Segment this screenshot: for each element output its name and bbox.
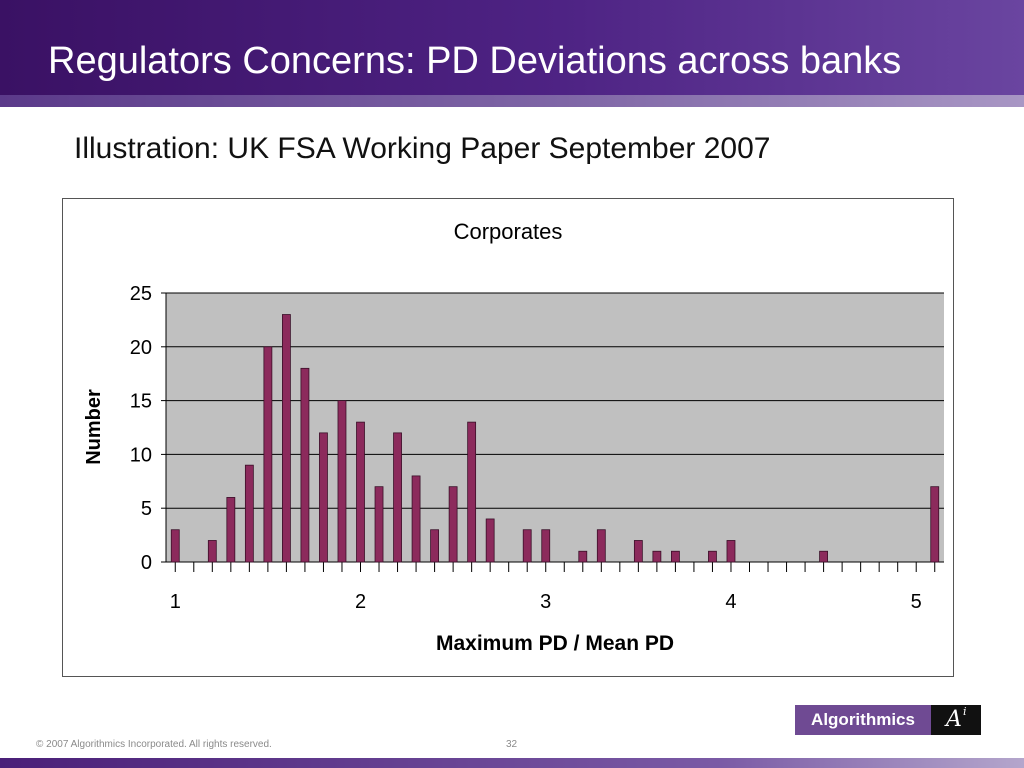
- bar-chart: Corporates Number Maximum PD / Mean PD 0…: [83, 219, 944, 655]
- bar: [578, 550, 588, 563]
- bar: [596, 529, 606, 563]
- bar: [263, 346, 273, 563]
- bar: [207, 540, 217, 563]
- x-tick-label: 4: [725, 591, 736, 613]
- bar: [356, 421, 365, 563]
- bar: [633, 540, 643, 563]
- slide-title: Regulators Concerns: PD Deviations acros…: [48, 40, 902, 82]
- logo-mark-letter: A: [946, 707, 962, 732]
- bar: [300, 367, 310, 563]
- bar: [411, 475, 421, 563]
- bar: [726, 540, 736, 563]
- bar: [430, 529, 439, 563]
- bar: [170, 529, 180, 563]
- bottom-bar: [0, 758, 1024, 768]
- bar: [374, 486, 384, 563]
- title-stripe: [0, 95, 1024, 107]
- y-tick-label: 15: [130, 391, 152, 413]
- footer-copyright: © 2007 Algorithmics Incorporated. All ri…: [36, 739, 272, 750]
- bar: [485, 518, 495, 563]
- y-tick-label: 25: [130, 283, 152, 305]
- chart-title: Corporates: [454, 219, 563, 244]
- bar: [244, 464, 254, 563]
- bar: [930, 486, 940, 563]
- bar: [671, 550, 680, 563]
- plot-area: [166, 293, 944, 562]
- y-tick-label: 5: [141, 498, 152, 520]
- bar: [708, 550, 717, 563]
- x-tick-label: 3: [540, 591, 551, 613]
- bar: [319, 432, 328, 563]
- x-tick-label: 5: [911, 591, 922, 613]
- title-bar: Regulators Concerns: PD Deviations acros…: [0, 0, 1024, 95]
- page-number: 32: [506, 739, 518, 750]
- bar: [467, 421, 477, 563]
- slide-subtitle: Illustration: UK FSA Working Paper Septe…: [74, 132, 771, 165]
- bar: [226, 497, 236, 563]
- company-logo: Algorithmics A i: [795, 705, 981, 735]
- bar: [448, 486, 458, 563]
- logo-mark-sup: i: [963, 705, 967, 718]
- bar: [819, 550, 828, 563]
- logo-icon: A i: [931, 705, 981, 735]
- x-tick-label: 1: [170, 591, 181, 613]
- x-axis-title: Maximum PD / Mean PD: [436, 632, 674, 655]
- bar: [282, 314, 291, 563]
- bar: [652, 550, 662, 563]
- y-tick-label: 20: [130, 337, 152, 359]
- y-tick-label: 10: [130, 444, 152, 466]
- bar: [393, 432, 402, 563]
- chart-frame: Corporates Number Maximum PD / Mean PD 0…: [62, 198, 954, 677]
- logo-wordmark: Algorithmics: [795, 705, 931, 735]
- y-tick-label: 0: [141, 552, 152, 574]
- y-axis-title: Number: [83, 389, 105, 465]
- x-tick-label: 2: [355, 591, 366, 613]
- bar: [522, 529, 532, 563]
- bar: [541, 529, 551, 563]
- bar: [337, 400, 347, 563]
